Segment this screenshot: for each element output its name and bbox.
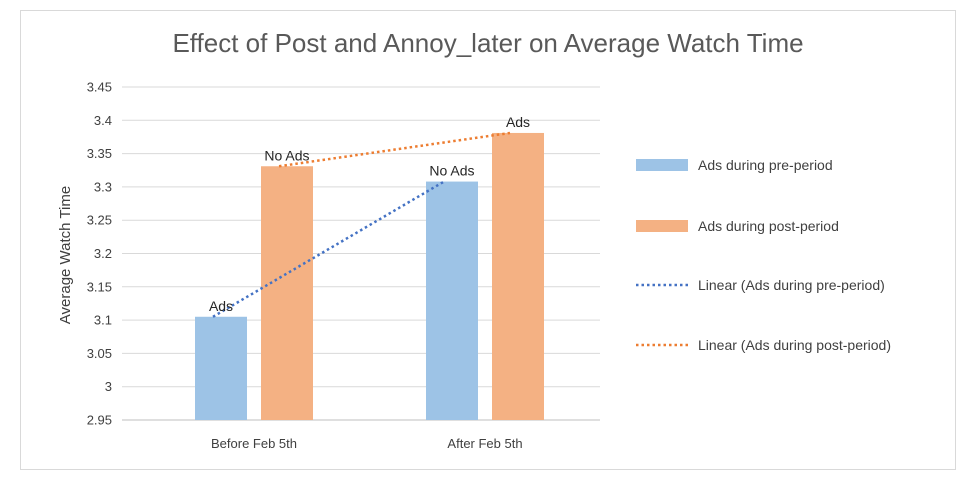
bar (492, 132, 544, 421)
legend-label: Linear (Ads during pre-period) (698, 277, 885, 293)
data-label: No Ads (429, 163, 474, 179)
y-tick-label: 2.95 (87, 413, 112, 428)
x-tick-label: Before Feb 5th (211, 436, 297, 451)
y-axis-title: Average Watch Time (57, 186, 74, 324)
x-axis-ticks: Before Feb 5th After Feb 5th (211, 436, 523, 451)
bar (195, 316, 247, 420)
y-tick-label: 3.3 (94, 179, 112, 194)
trendlines (212, 131, 511, 318)
y-tick-label: 3.05 (87, 346, 112, 361)
data-label: No Ads (264, 147, 309, 163)
y-tick-label: 3.35 (87, 146, 112, 161)
legend-label-line: Ads during pre-period (698, 157, 833, 173)
x-tick-label: After Feb 5th (447, 436, 522, 451)
data-label: Ads (506, 114, 530, 130)
bar (426, 181, 478, 420)
legend-label-line: Linear (Ads during post-period) (698, 337, 891, 353)
bar (261, 166, 313, 420)
data-labels: Ads No Ads No Ads Ads (209, 114, 530, 314)
y-tick-label: 3 (105, 379, 112, 394)
trendline (212, 180, 445, 318)
y-tick-label: 3.2 (94, 246, 112, 261)
y-tick-label: 3.25 (87, 213, 112, 228)
legend-label: Linear (Ads during post-period) (698, 337, 891, 353)
legend-label: Ads during pre-period (698, 157, 833, 173)
legend-swatch (636, 159, 688, 171)
legend-label-line: Ads during post-period (698, 218, 839, 234)
y-tick-label: 3.1 (94, 313, 112, 328)
y-axis-ticks: 2.95 3 3.05 3.1 3.15 3.2 3.25 3.3 3.35 3.4 3.45 (87, 80, 112, 428)
legend-label-line: Linear (Ads during pre-period) (698, 277, 885, 293)
legend-swatch (636, 220, 688, 232)
legend-label: Ads during post-period (698, 218, 839, 234)
y-tick-label: 3.45 (87, 80, 112, 95)
legend: Ads during pre-period Ads during post-per… (636, 157, 891, 353)
data-label: Ads (209, 298, 233, 314)
y-tick-label: 3.4 (94, 113, 112, 128)
chart-title: Effect of Post and Annoy_later on Averag… (172, 28, 803, 58)
y-tick-label: 3.15 (87, 279, 112, 294)
bars (195, 132, 544, 421)
trendline (278, 131, 511, 168)
